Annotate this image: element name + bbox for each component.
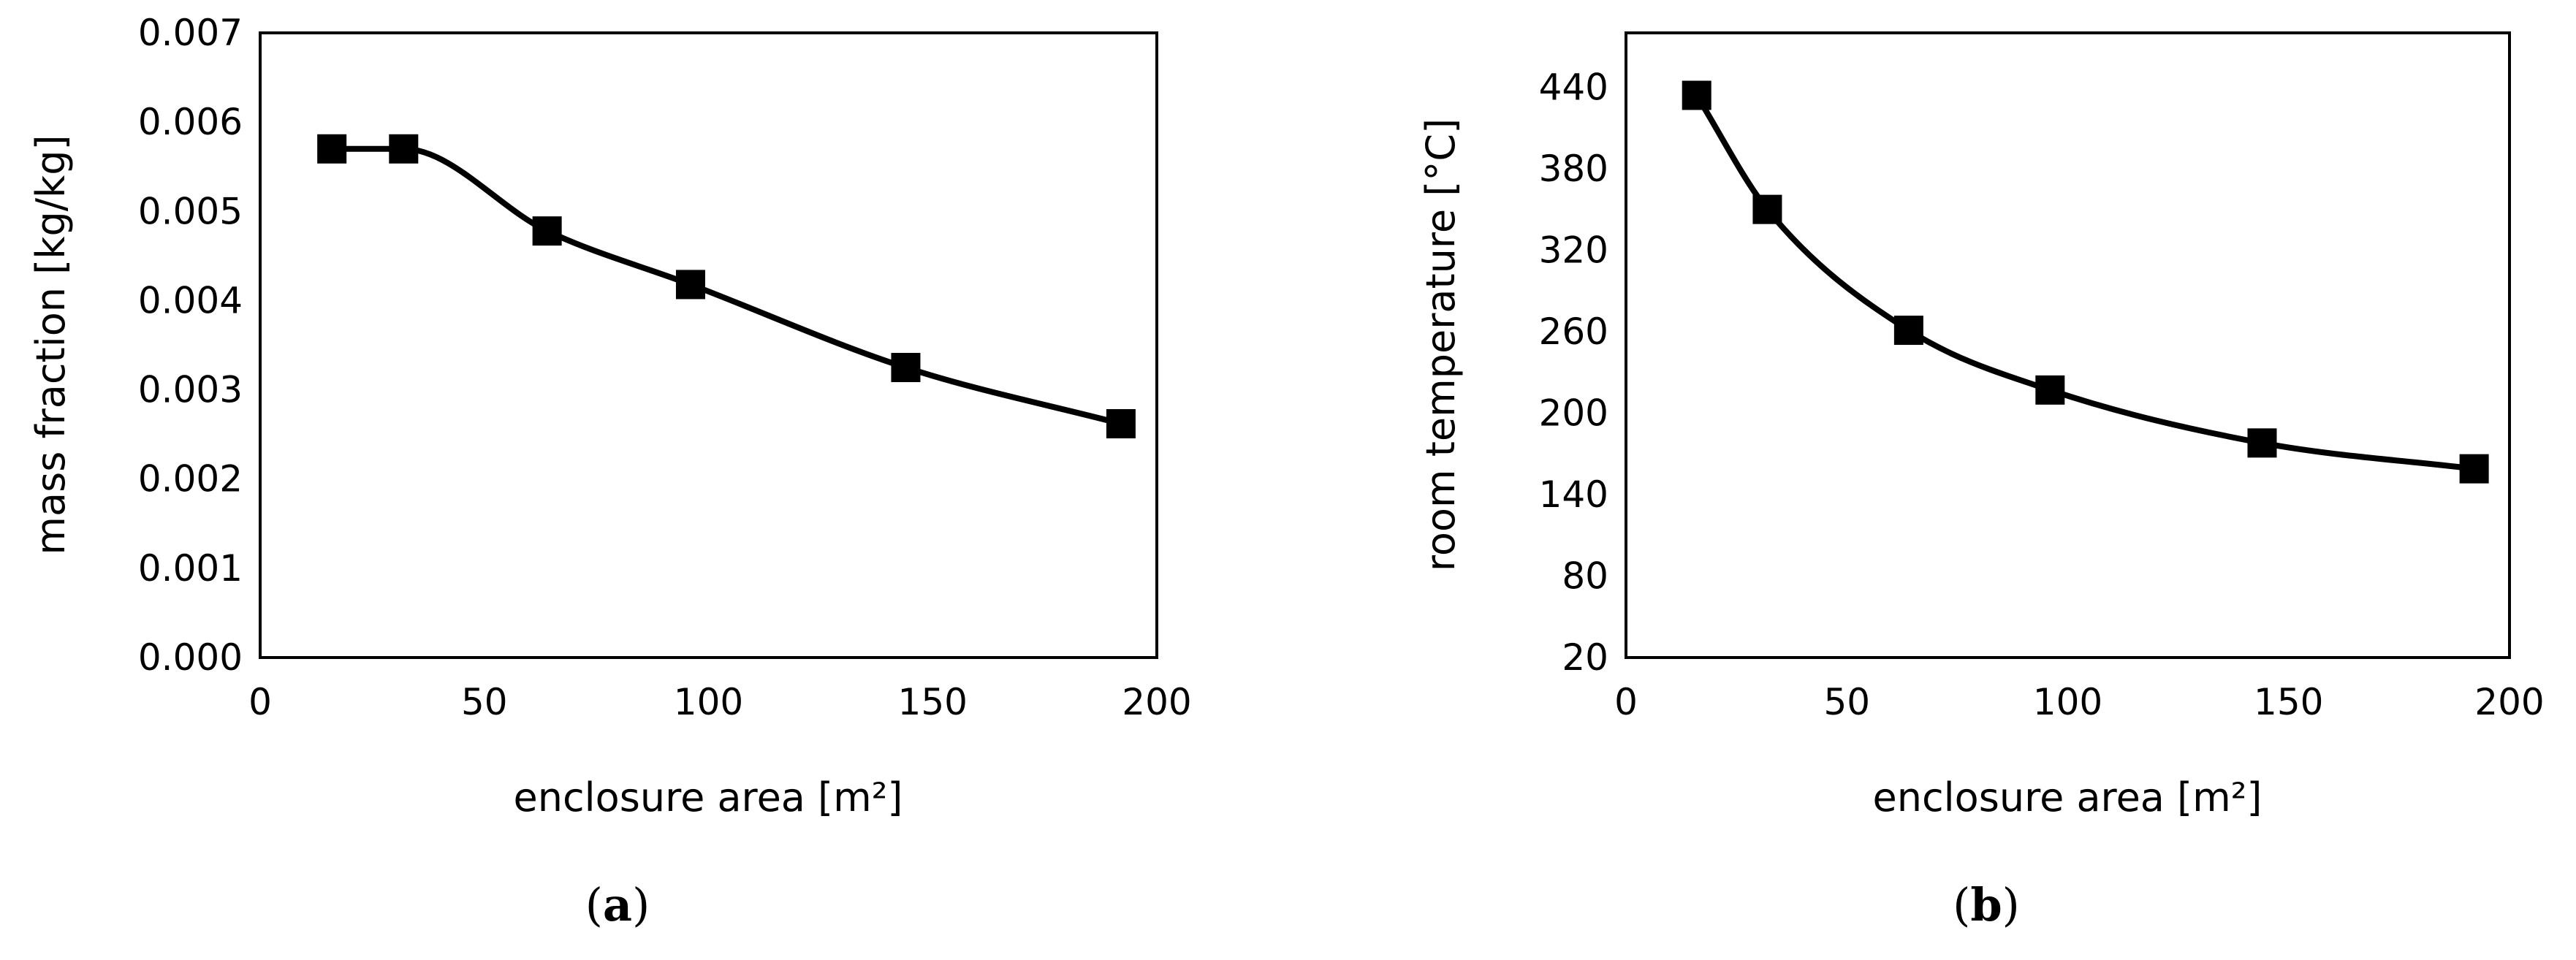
data-point-marker (2035, 375, 2065, 405)
x-axis-label: enclosure area [m²] (514, 774, 903, 820)
series-line (332, 145, 1122, 427)
x-tick-label: 50 (461, 681, 508, 723)
panel-label: (b) (1953, 878, 2020, 932)
chart-panel-a: 0 50 100 150 200 0.0000.0010.0020.0030.0040.… (28, 12, 1192, 932)
y-tick-label: 0.004 (138, 279, 243, 321)
y-axis-label: room temperature [°C] (1418, 118, 1464, 571)
series-line (1694, 94, 2475, 472)
x-tick-label: 100 (674, 681, 743, 723)
y-tick-label: 0.007 (138, 12, 243, 54)
y-tick-label: 0.000 (138, 636, 243, 679)
x-tick-label: 200 (2474, 681, 2544, 723)
y-tick-labels: 0.000 0.001 0.002 0.003 0.004 0.005 0.006 0.007 (138, 12, 243, 679)
chart-panel-b: 0 50 100 150 200 20 80 140 200 260 320 380 440 encl… (1418, 31, 2545, 932)
panel-letter: a (603, 878, 632, 932)
data-point-marker (1752, 194, 1782, 224)
y-tick-label: 260 (1539, 311, 1608, 353)
series-group (1682, 80, 2489, 484)
data-point-marker (2459, 454, 2489, 484)
x-tick-label: 200 (1122, 681, 1191, 723)
y-tick-label: 380 (1539, 148, 1608, 190)
series-group (317, 134, 1136, 438)
data-point-marker (891, 353, 921, 383)
x-tick-label: 50 (1823, 681, 1870, 723)
y-tick-label: 20 (1562, 636, 1608, 679)
data-point-marker (675, 270, 705, 300)
panel-label: (a) (585, 878, 650, 932)
y-tick-label: 0.006 (138, 101, 243, 143)
x-tick-label: 0 (248, 681, 272, 723)
data-point-marker (1106, 408, 1136, 438)
data-point-marker (1682, 80, 1711, 110)
y-tick-label: 0.005 (138, 190, 243, 232)
y-tick-label: 0.003 (138, 369, 243, 411)
plot-area-frame (1625, 31, 2511, 659)
y-tick-label: 320 (1539, 229, 1608, 271)
x-tick-labels: 0 50 100 150 200 (248, 681, 1192, 723)
x-axis-label: enclosure area [m²] (1873, 774, 2262, 820)
y-tick-label: 0.002 (138, 458, 243, 500)
panel-letter: b (1970, 878, 2002, 932)
data-point-marker (532, 216, 562, 246)
y-tick-label: 200 (1539, 392, 1608, 434)
y-axis-label: mass fraction [kg/kg] (28, 134, 74, 555)
x-tick-label: 0 (1614, 681, 1638, 723)
data-point-marker (1893, 316, 1923, 346)
y-tick-labels: 20 80 140 200 260 320 380 440 (1539, 66, 1608, 679)
x-tick-label: 100 (2033, 681, 2102, 723)
x-tick-label: 150 (898, 681, 968, 723)
data-point-marker (2247, 428, 2277, 458)
y-tick-label: 80 (1562, 555, 1608, 597)
x-tick-label: 150 (2254, 681, 2323, 723)
y-tick-label: 440 (1539, 66, 1608, 108)
data-point-marker (389, 134, 419, 164)
plot-area-frame (259, 31, 1158, 659)
x-tick-labels: 0 50 100 150 200 (1614, 681, 2545, 723)
data-point-marker (317, 134, 347, 164)
y-tick-label: 0.001 (138, 547, 243, 590)
y-tick-label: 140 (1539, 473, 1608, 516)
